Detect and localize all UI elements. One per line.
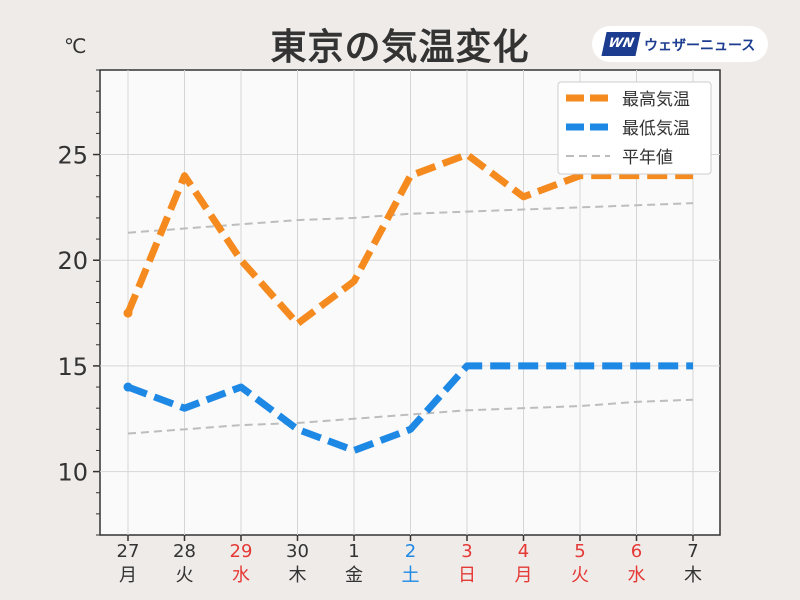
x-tick-label-day: 6 xyxy=(631,541,642,562)
x-tick-label-weekday: 火 xyxy=(176,565,194,586)
x-tick-label-day: 27 xyxy=(117,541,140,562)
x-tick-label-weekday: 月 xyxy=(515,565,533,586)
y-tick-label: 25 xyxy=(57,142,88,170)
x-tick-label-weekday: 金 xyxy=(345,565,363,586)
series-line-最高気温 xyxy=(124,151,693,328)
brand-logo: WN ウェザーニュース xyxy=(592,26,768,62)
x-tick-label-day: 29 xyxy=(230,541,253,562)
legend-label: 最高気温 xyxy=(622,90,690,110)
y-tick-label: 20 xyxy=(57,247,88,275)
x-tick-label-day: 7 xyxy=(687,541,698,562)
x-tick-label-day: 1 xyxy=(348,541,359,562)
x-tick-label-day: 3 xyxy=(461,541,472,562)
y-axis-unit-label: ℃ xyxy=(64,34,87,58)
series-line-normal-low xyxy=(127,398,694,435)
x-tick-label-day: 4 xyxy=(518,541,529,562)
x-tick-label-weekday: 火 xyxy=(571,565,589,586)
x-tick-label-weekday: 日 xyxy=(458,565,476,586)
x-tick-label-weekday: 木 xyxy=(289,565,307,586)
chart-title: 東京の気温変化 xyxy=(270,27,530,68)
x-tick-label-weekday: 木 xyxy=(684,565,702,586)
series-start-point xyxy=(123,382,133,392)
y-tick-label: 10 xyxy=(57,459,88,487)
series-line-最低気温 xyxy=(126,362,693,454)
legend-box xyxy=(557,81,712,175)
y-tick-label: 15 xyxy=(57,353,88,381)
x-tick-label-day: 2 xyxy=(405,541,416,562)
x-tick-label-day: 28 xyxy=(173,541,196,562)
x-tick-label-weekday: 水 xyxy=(628,565,646,586)
legend-label: 平年値 xyxy=(622,148,673,168)
x-tick-label-weekday: 土 xyxy=(402,565,420,586)
x-tick-label-weekday: 水 xyxy=(232,565,250,586)
x-tick-label-day: 5 xyxy=(574,541,585,562)
legend-label: 最低気温 xyxy=(622,119,690,139)
brand-name: ウェザーニュース xyxy=(644,38,756,54)
series-start-point xyxy=(123,308,133,318)
series-line-平年値 xyxy=(127,202,694,234)
x-tick-label-weekday: 月 xyxy=(119,565,137,586)
x-tick-label-day: 30 xyxy=(286,541,309,562)
